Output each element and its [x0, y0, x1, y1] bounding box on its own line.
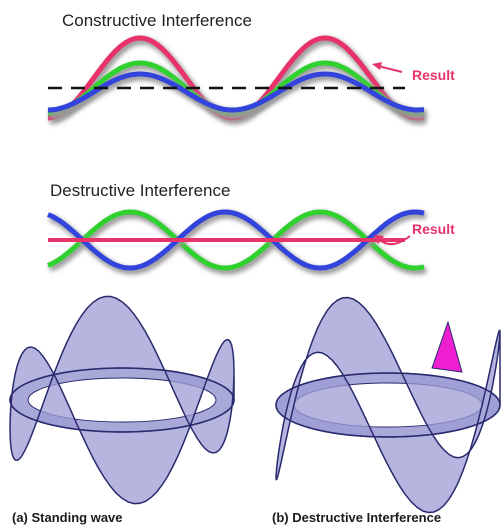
rings [10, 296, 500, 512]
title: Destructive Interference [50, 181, 230, 200]
caption: (a) Standing wave [12, 510, 123, 525]
caption: (b) Destructive Interference [272, 510, 441, 525]
waves [48, 38, 426, 271]
diagram: Constructive Interference Result Destruc… [0, 0, 503, 529]
arrow [378, 66, 402, 72]
highlight [432, 322, 462, 372]
arrow-head [372, 62, 382, 70]
result-label: Result [412, 67, 455, 83]
result-label: Result [412, 221, 455, 237]
title: Constructive Interference [62, 11, 252, 30]
